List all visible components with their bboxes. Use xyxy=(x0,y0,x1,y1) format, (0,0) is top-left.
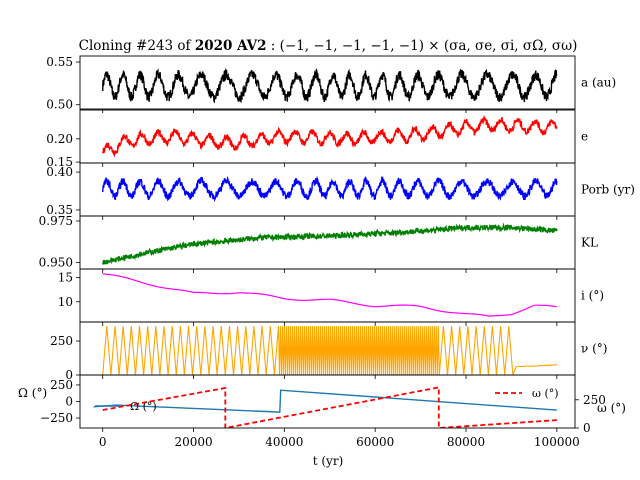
legend-Omega: Ω (°) xyxy=(95,400,157,413)
x-tick-label: 0 xyxy=(99,435,107,449)
y-tick-label: 0 xyxy=(65,395,73,409)
y-tick-label: 0 xyxy=(65,368,73,382)
y-tick-label: 0.40 xyxy=(46,165,73,179)
x-tick-label: 40000 xyxy=(265,435,303,449)
series-line-nu xyxy=(102,326,557,375)
y-axis-label-e: e xyxy=(581,130,588,144)
y-tick-label: 0.15 xyxy=(46,155,73,169)
plot-area-nu xyxy=(102,326,557,375)
panel-frame-i xyxy=(79,268,576,323)
x-axis-label: t (yr) xyxy=(313,454,344,468)
y-tick-label: 0.975 xyxy=(39,214,73,228)
x-tick-label: 20000 xyxy=(174,435,212,449)
plot-area-a xyxy=(102,67,558,104)
panels: 0.50 0.55 a (au) 0.15 0.20 e 0.35 0.40 Porb (yr)… xyxy=(18,55,635,449)
y-tick-label: 0.50 xyxy=(46,98,73,112)
y-tick-label: 15 xyxy=(58,271,73,285)
y-tick-label: 0.950 xyxy=(39,255,73,269)
series-line-e xyxy=(102,115,558,158)
y-tick-label: 0.35 xyxy=(46,203,73,217)
title-object: 2020 AV2 xyxy=(195,38,267,54)
plot-area-nodes xyxy=(93,386,557,428)
y-axis-label-i: i (°) xyxy=(581,289,604,303)
series-line-omega xyxy=(102,386,557,428)
plot-area-e xyxy=(102,115,558,158)
panel-frame-KL xyxy=(79,215,576,270)
y-tick-label: 0.55 xyxy=(46,55,73,69)
y-tick-label: 10 xyxy=(58,295,73,309)
plot-area-P xyxy=(102,175,558,203)
y1-axis-label: Ω (°) xyxy=(18,386,47,400)
plot-area-KL xyxy=(102,222,558,265)
panel-a: 0.50 0.55 a (au) xyxy=(46,55,616,113)
panel-P: 0.35 0.40 Porb (yr) xyxy=(46,162,635,220)
y-tick-label: 250 xyxy=(50,334,73,348)
title-prefix: Cloning #243 of xyxy=(79,38,195,54)
title-suffix: : (−1, −1, −1, −1, −1) × (σa, σe, σi, σΩ… xyxy=(266,38,577,54)
x-tick-label: 100000 xyxy=(534,435,580,449)
x-tick-label: 60000 xyxy=(356,435,394,449)
series-line-KL xyxy=(102,222,558,265)
chart-title: Cloning #243 of 2020 AV2 : (−1, −1, −1, … xyxy=(79,38,578,54)
legend-omega: ω (°) xyxy=(495,387,559,400)
y-axis-label-a: a (au) xyxy=(581,76,616,90)
x-tick-label: 80000 xyxy=(447,435,485,449)
series-line-a xyxy=(102,67,558,104)
panel-i: 10 15 i (°) xyxy=(58,268,604,326)
panel-KL: 0.950 0.975 KL xyxy=(39,214,598,273)
y-tick-label: 0.20 xyxy=(46,132,73,146)
y-axis-label-nu: ν (°) xyxy=(581,342,607,356)
y2-axis-label: ω (°) xyxy=(597,401,626,415)
y2-tick-label: 0 xyxy=(583,421,591,435)
panel-e: 0.15 0.20 e xyxy=(46,109,588,169)
y-axis-label-KL: KL xyxy=(581,236,598,250)
series-line-i xyxy=(102,273,557,317)
y-tick-label: 250 xyxy=(50,378,73,392)
y-axis-label-P: Porb (yr) xyxy=(581,183,635,197)
panel-nu: 0 250 ν (°) xyxy=(50,321,607,382)
plot-area-i xyxy=(102,273,557,317)
series-line-P xyxy=(102,175,558,203)
legend-label-Omega: Ω (°) xyxy=(130,400,157,413)
y2-tick-label: 250 xyxy=(583,393,606,407)
y-tick-label: −250 xyxy=(40,411,73,425)
legend-label-omega: ω (°) xyxy=(532,387,559,400)
panel-frame-a xyxy=(79,55,576,110)
